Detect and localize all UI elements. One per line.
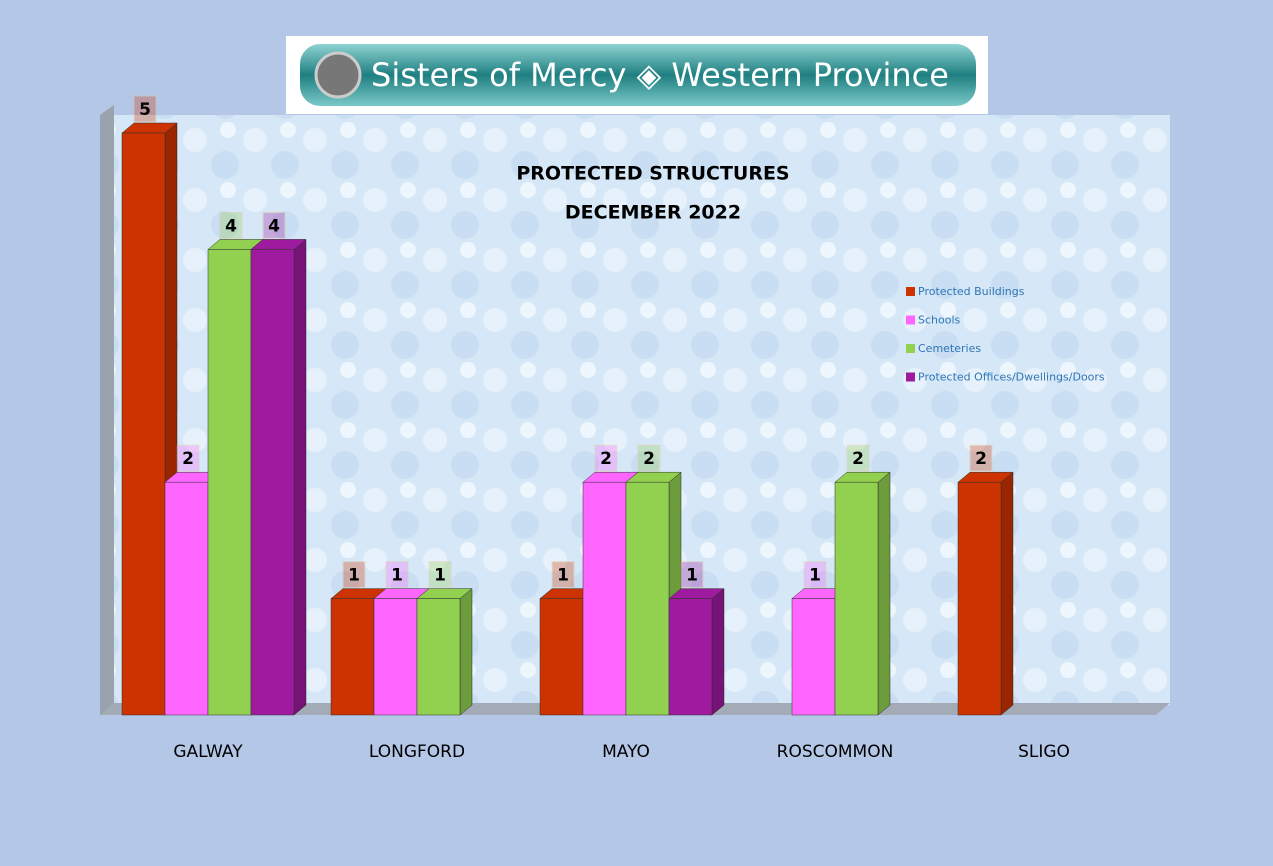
data-label-box [551, 561, 575, 589]
data-label: 2 [600, 449, 612, 469]
bar [957, 481, 1002, 716]
data-label-box [803, 561, 827, 589]
data-label-box [594, 444, 618, 472]
data-label: 2 [643, 449, 655, 469]
data-label-box [385, 561, 409, 589]
bar [539, 598, 584, 716]
data-label: 1 [809, 566, 821, 586]
legend-swatch [906, 315, 915, 325]
data-label-box [176, 444, 200, 472]
x-tick-label: GALWAY [173, 742, 243, 762]
banner [300, 44, 976, 106]
x-tick-label: ROSCOMMON [777, 742, 894, 762]
emblem [314, 51, 362, 99]
x-tick-label: MAYO [602, 742, 650, 762]
bar [373, 598, 418, 716]
data-label-box [428, 561, 452, 589]
data-label: 1 [391, 566, 403, 586]
bar [121, 132, 166, 716]
bar [582, 481, 627, 716]
data-label-box [637, 444, 661, 472]
bar [416, 598, 461, 716]
data-label-box [342, 561, 366, 589]
bar-side-shade [294, 239, 306, 715]
data-label: 4 [225, 216, 237, 236]
data-label: 1 [348, 566, 360, 586]
bar [668, 598, 713, 716]
legend-label: Schools [918, 314, 961, 327]
bar [834, 481, 879, 716]
x-tick-label: SLIGO [1018, 742, 1070, 762]
data-label: 2 [182, 449, 194, 469]
data-label-box [969, 444, 993, 472]
bar-side-shade [460, 588, 472, 715]
data-label-box [133, 95, 157, 123]
data-label: 5 [139, 100, 151, 120]
data-label-box [262, 211, 286, 239]
bar [207, 249, 252, 716]
legend-swatch [906, 372, 915, 382]
bar-side-shade [878, 472, 890, 715]
data-label-box [219, 211, 243, 239]
data-label: 2 [975, 449, 987, 469]
data-label-box [846, 444, 870, 472]
bar-side-shade [712, 588, 724, 715]
bar [164, 481, 209, 716]
x-tick-label: LONGFORD [369, 742, 465, 762]
legend-label: Protected Buildings [918, 285, 1025, 298]
bar [625, 481, 670, 716]
data-label-box [680, 561, 704, 589]
bar [791, 598, 836, 716]
data-label: 1 [686, 566, 698, 586]
data-label: 4 [268, 216, 280, 236]
chart-title: PROTECTED STRUCTURES [516, 163, 789, 185]
legend-swatch [906, 344, 915, 353]
side-wall [100, 105, 114, 715]
data-label: 1 [557, 566, 569, 586]
legend-swatch [906, 287, 915, 296]
data-label: 2 [852, 449, 864, 469]
bar [330, 598, 375, 716]
bar-side-shade [1001, 472, 1013, 715]
chart-subtitle: DECEMBER 2022 [565, 202, 741, 224]
bar [250, 249, 295, 716]
data-label: 1 [434, 566, 446, 586]
legend-label: Cemeteries [918, 342, 981, 355]
legend-label: Protected Offices/Dwellings/Doors [918, 371, 1105, 384]
header: Sisters of Mercy ◈ Western Province [371, 56, 949, 94]
